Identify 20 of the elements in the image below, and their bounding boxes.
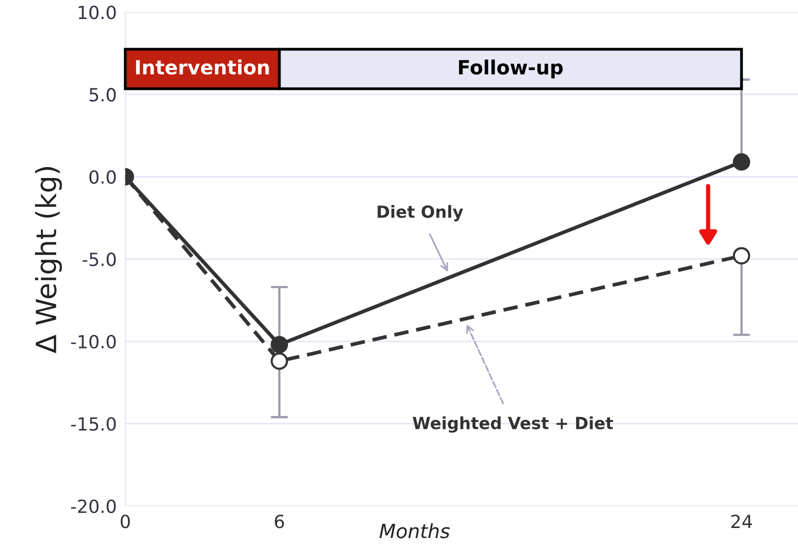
point: [270, 336, 288, 354]
point: [270, 352, 288, 370]
x-tick-label: 24: [731, 514, 752, 528]
y-tick-label: 10.0: [78, 6, 116, 20]
y-tick-label: -5.0: [82, 252, 116, 266]
band-label: Follow-up: [459, 60, 563, 78]
point: [732, 153, 750, 171]
point: [732, 247, 750, 264]
x-axis-title: Months: [380, 523, 450, 538]
y-tick-label: -10.0: [71, 334, 116, 348]
band-label: Intervention: [136, 60, 269, 75]
text: Diet Only: [378, 205, 464, 222]
y-tick-label: -15.0: [71, 417, 116, 431]
x-tick-label: 6: [274, 514, 284, 528]
y-tick-label: 5.0: [90, 88, 116, 102]
text: Weighted Vest + Diet: [412, 416, 614, 433]
y-tick-label: -20.0: [71, 499, 116, 514]
y-axis-title: Δ Weight (kg): [35, 167, 62, 354]
y-tick-label: 0.0: [89, 170, 116, 184]
x-tick-label: 0: [120, 514, 130, 528]
